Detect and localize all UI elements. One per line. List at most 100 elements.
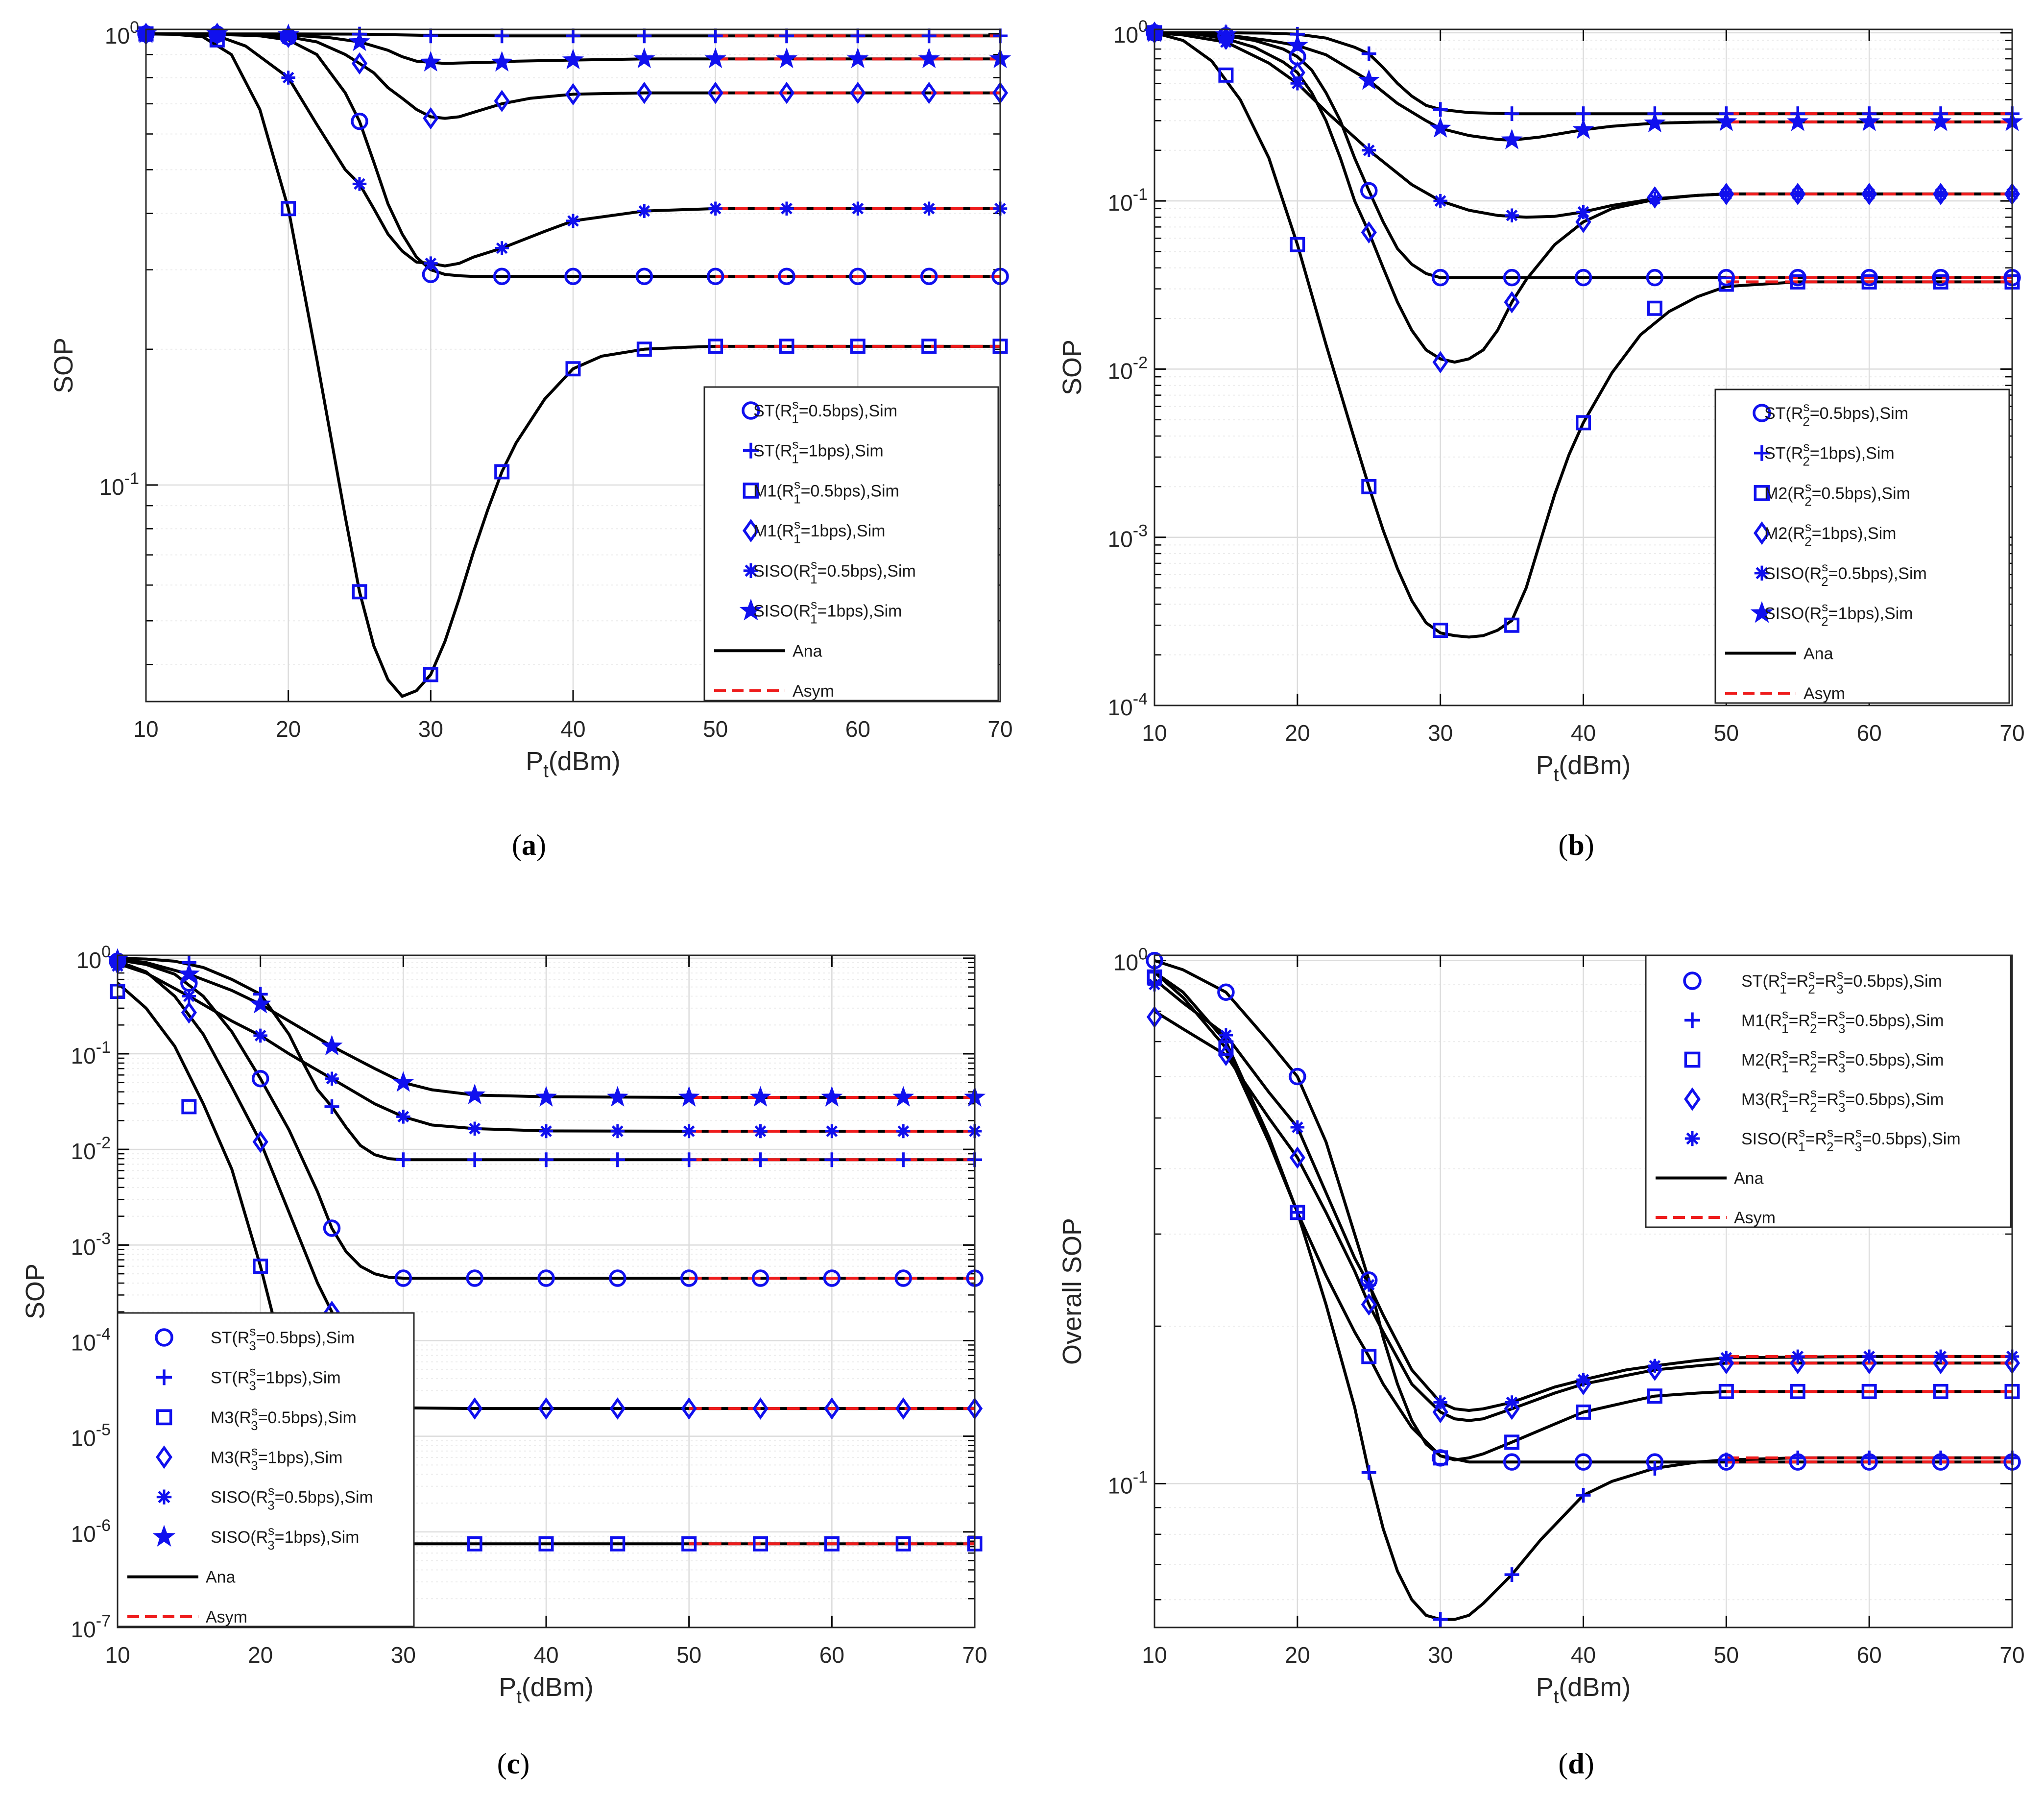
legend-text-sub3: 3 — [1838, 1061, 1845, 1075]
sim-marker-4 — [1648, 1359, 1662, 1373]
sim-marker-0 — [894, 1269, 912, 1287]
caption-d: (d) — [1558, 1747, 1594, 1780]
legend-text-post: =0.5bps),Sim — [1812, 484, 1910, 503]
legend-text-post: =0.5bps),Sim — [275, 1488, 373, 1507]
legend-marker-1 — [1754, 445, 1770, 461]
sim-marker-3 — [752, 1397, 769, 1420]
legend-text-sup2: s — [1827, 1125, 1833, 1140]
legend-text-sup: s — [251, 1404, 258, 1418]
sim-marker-3 — [1218, 1044, 1234, 1067]
sim-marker-4 — [708, 201, 722, 216]
legend-text-sub2: 2 — [1810, 1061, 1817, 1075]
sim-marker-5 — [321, 1035, 343, 1056]
legend-text-pre: Asym — [793, 682, 834, 701]
sim-marker-2 — [1933, 274, 1948, 290]
legend-text-pre: M2(R — [1764, 484, 1805, 503]
legend-label-0: ST(Rs 3=0.5bps),Sim — [211, 1324, 355, 1353]
legend-text-sub2: 2 — [1810, 1021, 1817, 1036]
ana-curve-5 — [1154, 31, 2012, 142]
sim-marker-2 — [1647, 1388, 1662, 1404]
x-tick-label: 20 — [248, 1642, 273, 1668]
sim-marker-2 — [1718, 1383, 1734, 1399]
sim-marker-4 — [1862, 187, 1876, 201]
x-axis-label-main: P — [526, 747, 543, 776]
y-tick-label: 10-4 — [71, 1325, 111, 1356]
legend-text-sub: 1 — [1798, 1140, 1805, 1154]
x-axis-label: Pt(dBm) — [1536, 1673, 1631, 1707]
sim-marker-4 — [851, 201, 865, 216]
legend-marker-4 — [743, 563, 759, 579]
sim-marker-5 — [892, 1086, 914, 1107]
legend-text-sup: s — [1822, 600, 1828, 614]
sim-marker-2 — [494, 464, 510, 480]
sim-marker-2 — [1576, 1404, 1591, 1420]
sim-marker-1 — [824, 1152, 840, 1167]
sim-marker-4 — [1219, 35, 1233, 49]
y-tick-exp: -3 — [1133, 522, 1148, 540]
sim-marker-2 — [1576, 415, 1591, 431]
legend-text-mid: =R — [1817, 1012, 1838, 1030]
sim-marker-4 — [1719, 187, 1733, 201]
sim-marker-3 — [1289, 1146, 1305, 1169]
y-tick-exp: -1 — [124, 469, 139, 488]
legend-label-2: M1(Rs 1=0.5bps),Sim — [753, 477, 899, 506]
x-axis-label: Pt(dBm) — [526, 747, 621, 781]
legend-marker-3 — [156, 1445, 172, 1469]
sim-marker-0 — [823, 1269, 841, 1287]
legend-label-5: SISO(Rs 2=1bps),Sim — [1764, 600, 1913, 629]
legend-text-pre: M2(R — [1741, 1051, 1782, 1069]
sim-marker-4 — [637, 204, 651, 218]
sim-marker-2 — [1290, 1205, 1305, 1220]
sim-marker-5 — [606, 1086, 628, 1107]
ana-curve-4 — [146, 32, 1000, 267]
legend-label-2: M3(Rs 3=0.5bps),Sim — [211, 1404, 357, 1433]
x-tick-label: 70 — [1999, 1642, 2024, 1668]
sim-marker-0 — [1503, 1453, 1521, 1471]
legend-marker-5 — [1750, 601, 1774, 623]
legend-text-pre: Asym — [1734, 1209, 1776, 1227]
legend-label-4: SISO(Rs 1=Rs 2=Rs 3=0.5bps),Sim — [1741, 1125, 1961, 1154]
legend-text-pre: SISO(R — [1741, 1130, 1799, 1148]
legend-label-3: M3(Rs 3=1bps),Sim — [211, 1443, 342, 1473]
sim-marker-5 — [847, 48, 869, 69]
x-axis-label-main: P — [1536, 751, 1554, 780]
sim-marker-0 — [751, 1269, 770, 1287]
y-axis-label: SOP — [1058, 340, 1087, 395]
sim-marker-2 — [1433, 622, 1448, 638]
sim-marker-2 — [1290, 237, 1305, 252]
sim-marker-3 — [1361, 221, 1377, 244]
x-tick-label: 70 — [962, 1642, 987, 1668]
legend-text-sub: 3 — [267, 1538, 274, 1553]
x-tick-label: 20 — [276, 716, 301, 742]
legend-text-sup: s — [249, 1363, 256, 1378]
sim-marker-3 — [921, 81, 937, 104]
axes-box — [1154, 954, 2013, 1628]
sim-marker-4 — [1791, 187, 1805, 201]
sim-marker-3 — [850, 81, 866, 104]
sim-marker-3 — [1575, 211, 1591, 233]
legend-text-sup: s — [1782, 1007, 1788, 1021]
legend-text-sup3: s — [1839, 1007, 1845, 1021]
x-tick-label: 40 — [560, 716, 585, 742]
y-tick-base: 10 — [1113, 22, 1138, 48]
legend-marker-0 — [155, 1328, 173, 1347]
legend-text-sup2: s — [1810, 1007, 1817, 1021]
sim-marker-4 — [253, 1028, 267, 1043]
legend-marker-3 — [1684, 1087, 1701, 1111]
sim-marker-5 — [1644, 112, 1666, 133]
y-tick-base: 10 — [1108, 1473, 1133, 1498]
sim-marker-0 — [609, 1269, 626, 1287]
legend-text-sup: s — [811, 557, 817, 572]
legend-marker-2 — [156, 1409, 172, 1426]
sim-marker-0 — [564, 267, 582, 285]
x-tick-label: 30 — [418, 716, 443, 742]
sim-marker-5 — [392, 1071, 414, 1092]
sim-marker-0 — [1217, 983, 1235, 1001]
sim-marker-1 — [708, 28, 723, 44]
sim-marker-1 — [1576, 1488, 1591, 1503]
sim-marker-3 — [609, 1397, 625, 1420]
